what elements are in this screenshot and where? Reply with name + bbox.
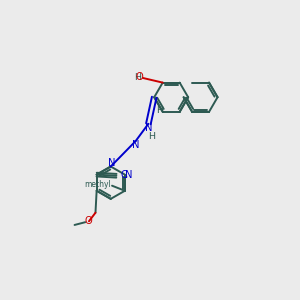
Text: N: N <box>125 170 133 180</box>
Text: methyl: methyl <box>84 180 111 189</box>
Text: N: N <box>108 158 116 168</box>
Text: O: O <box>84 216 92 226</box>
Text: O: O <box>136 72 144 82</box>
Text: C: C <box>121 170 128 180</box>
Text: N: N <box>132 140 140 150</box>
Text: N: N <box>145 123 152 133</box>
Text: H: H <box>156 106 163 115</box>
Text: H: H <box>134 73 141 82</box>
Text: H: H <box>148 132 155 141</box>
